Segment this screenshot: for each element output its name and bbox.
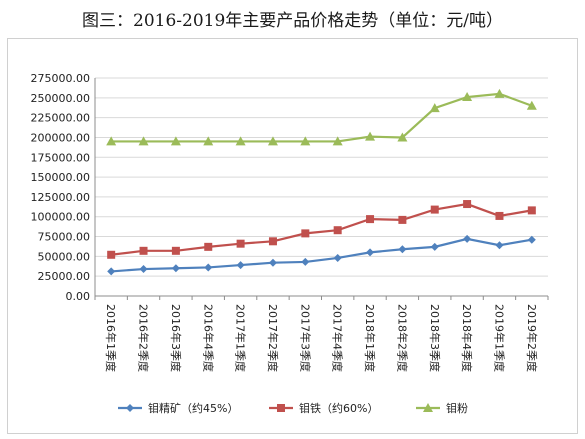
x-tick-label: 2018年4季度 (460, 304, 474, 372)
x-tick-label: 2017年3季度 (298, 304, 312, 372)
x-tick-label: 2016年4季度 (201, 304, 215, 372)
series-line-1 (111, 237, 533, 273)
series-2-point (268, 237, 277, 246)
y-tick-label: 225000.00 (31, 112, 91, 125)
x-tick-label: 2016年2季度 (137, 304, 151, 372)
series-3-point (170, 136, 181, 146)
series-2-point (495, 211, 504, 220)
legend-label-2: 钼铁（约60%） (299, 401, 378, 415)
series-2-point (366, 215, 375, 224)
x-tick-label: 2017年4季度 (331, 304, 345, 372)
series-3-point (462, 92, 473, 102)
series-2-point (333, 226, 342, 235)
series-3-point (267, 136, 278, 146)
series-3-point (365, 131, 376, 141)
y-tick-label: 125000.00 (31, 191, 91, 204)
x-tick-label: 2017年2季度 (266, 304, 280, 372)
x-tick-label: 2018年1季度 (363, 304, 377, 372)
x-tick-label: 2019年1季度 (492, 304, 506, 372)
series-2-point (204, 242, 213, 251)
y-tick-label: 275000.00 (31, 72, 91, 85)
series-3-point (397, 132, 408, 142)
series-1-point (301, 257, 310, 266)
series-3-point (526, 100, 537, 110)
series-2-point (301, 229, 310, 238)
y-tick-label: 75000.00 (38, 231, 91, 244)
legend-marker-1 (126, 404, 134, 412)
series-2-point (527, 206, 536, 215)
series-3-point (332, 136, 343, 146)
series-1-point (398, 245, 407, 254)
series-2-point (463, 200, 472, 209)
x-tick-label: 2016年1季度 (104, 304, 118, 372)
x-tick-label: 2018年2季度 (395, 304, 409, 372)
y-tick-label: 150000.00 (31, 171, 91, 184)
series-1-point (463, 234, 472, 243)
series-2-point (430, 205, 439, 214)
series-2-point (171, 246, 180, 255)
series-3-point (235, 136, 246, 146)
legend-marker-3 (423, 403, 433, 412)
series-2-point (139, 246, 148, 255)
y-tick-label: 250000.00 (31, 92, 91, 105)
chart-frame (7, 38, 578, 434)
x-tick-label: 2019年2季度 (525, 304, 539, 372)
series-1-point (527, 235, 536, 244)
legend-marker-2 (277, 404, 285, 412)
series-3-point (138, 136, 149, 146)
y-tick-label: 25000.00 (38, 270, 91, 283)
y-tick-label: 200000.00 (31, 131, 91, 144)
legend-label-1: 钼精矿（约45%） (148, 401, 238, 415)
series-1-point (236, 261, 245, 270)
series-1-point (430, 242, 439, 251)
x-tick-label: 2016年3季度 (169, 304, 183, 372)
series-1-point (495, 241, 504, 250)
series-3-point (494, 88, 505, 98)
series-3-point (203, 136, 214, 146)
series-2-point (107, 250, 116, 259)
series-1-point (204, 263, 213, 272)
y-tick-label: 0.00 (66, 290, 91, 303)
series-3-point (300, 136, 311, 146)
chart-title: 图三：2016-2019年主要产品价格走势（单位：元/吨） (82, 11, 503, 31)
y-tick-label: 100000.00 (31, 211, 91, 224)
series-2-point (236, 239, 245, 248)
legend-label-3: 钼粉 (446, 401, 468, 415)
series-1-point (366, 248, 375, 257)
y-tick-label: 50000.00 (38, 250, 91, 263)
series-1-point (171, 264, 180, 273)
x-tick-label: 2018年3季度 (428, 304, 442, 372)
y-tick-label: 175000.00 (31, 151, 91, 164)
series-1-point (139, 265, 148, 274)
x-tick-label: 2017年1季度 (234, 304, 248, 372)
series-2-point (398, 215, 407, 224)
series-line-3 (111, 92, 533, 143)
series-3-point (429, 103, 440, 113)
series-1-point (107, 267, 116, 276)
series-1-point (333, 253, 342, 262)
series-line-2 (111, 202, 533, 256)
series-1-point (268, 258, 277, 267)
series-3-point (106, 136, 117, 146)
